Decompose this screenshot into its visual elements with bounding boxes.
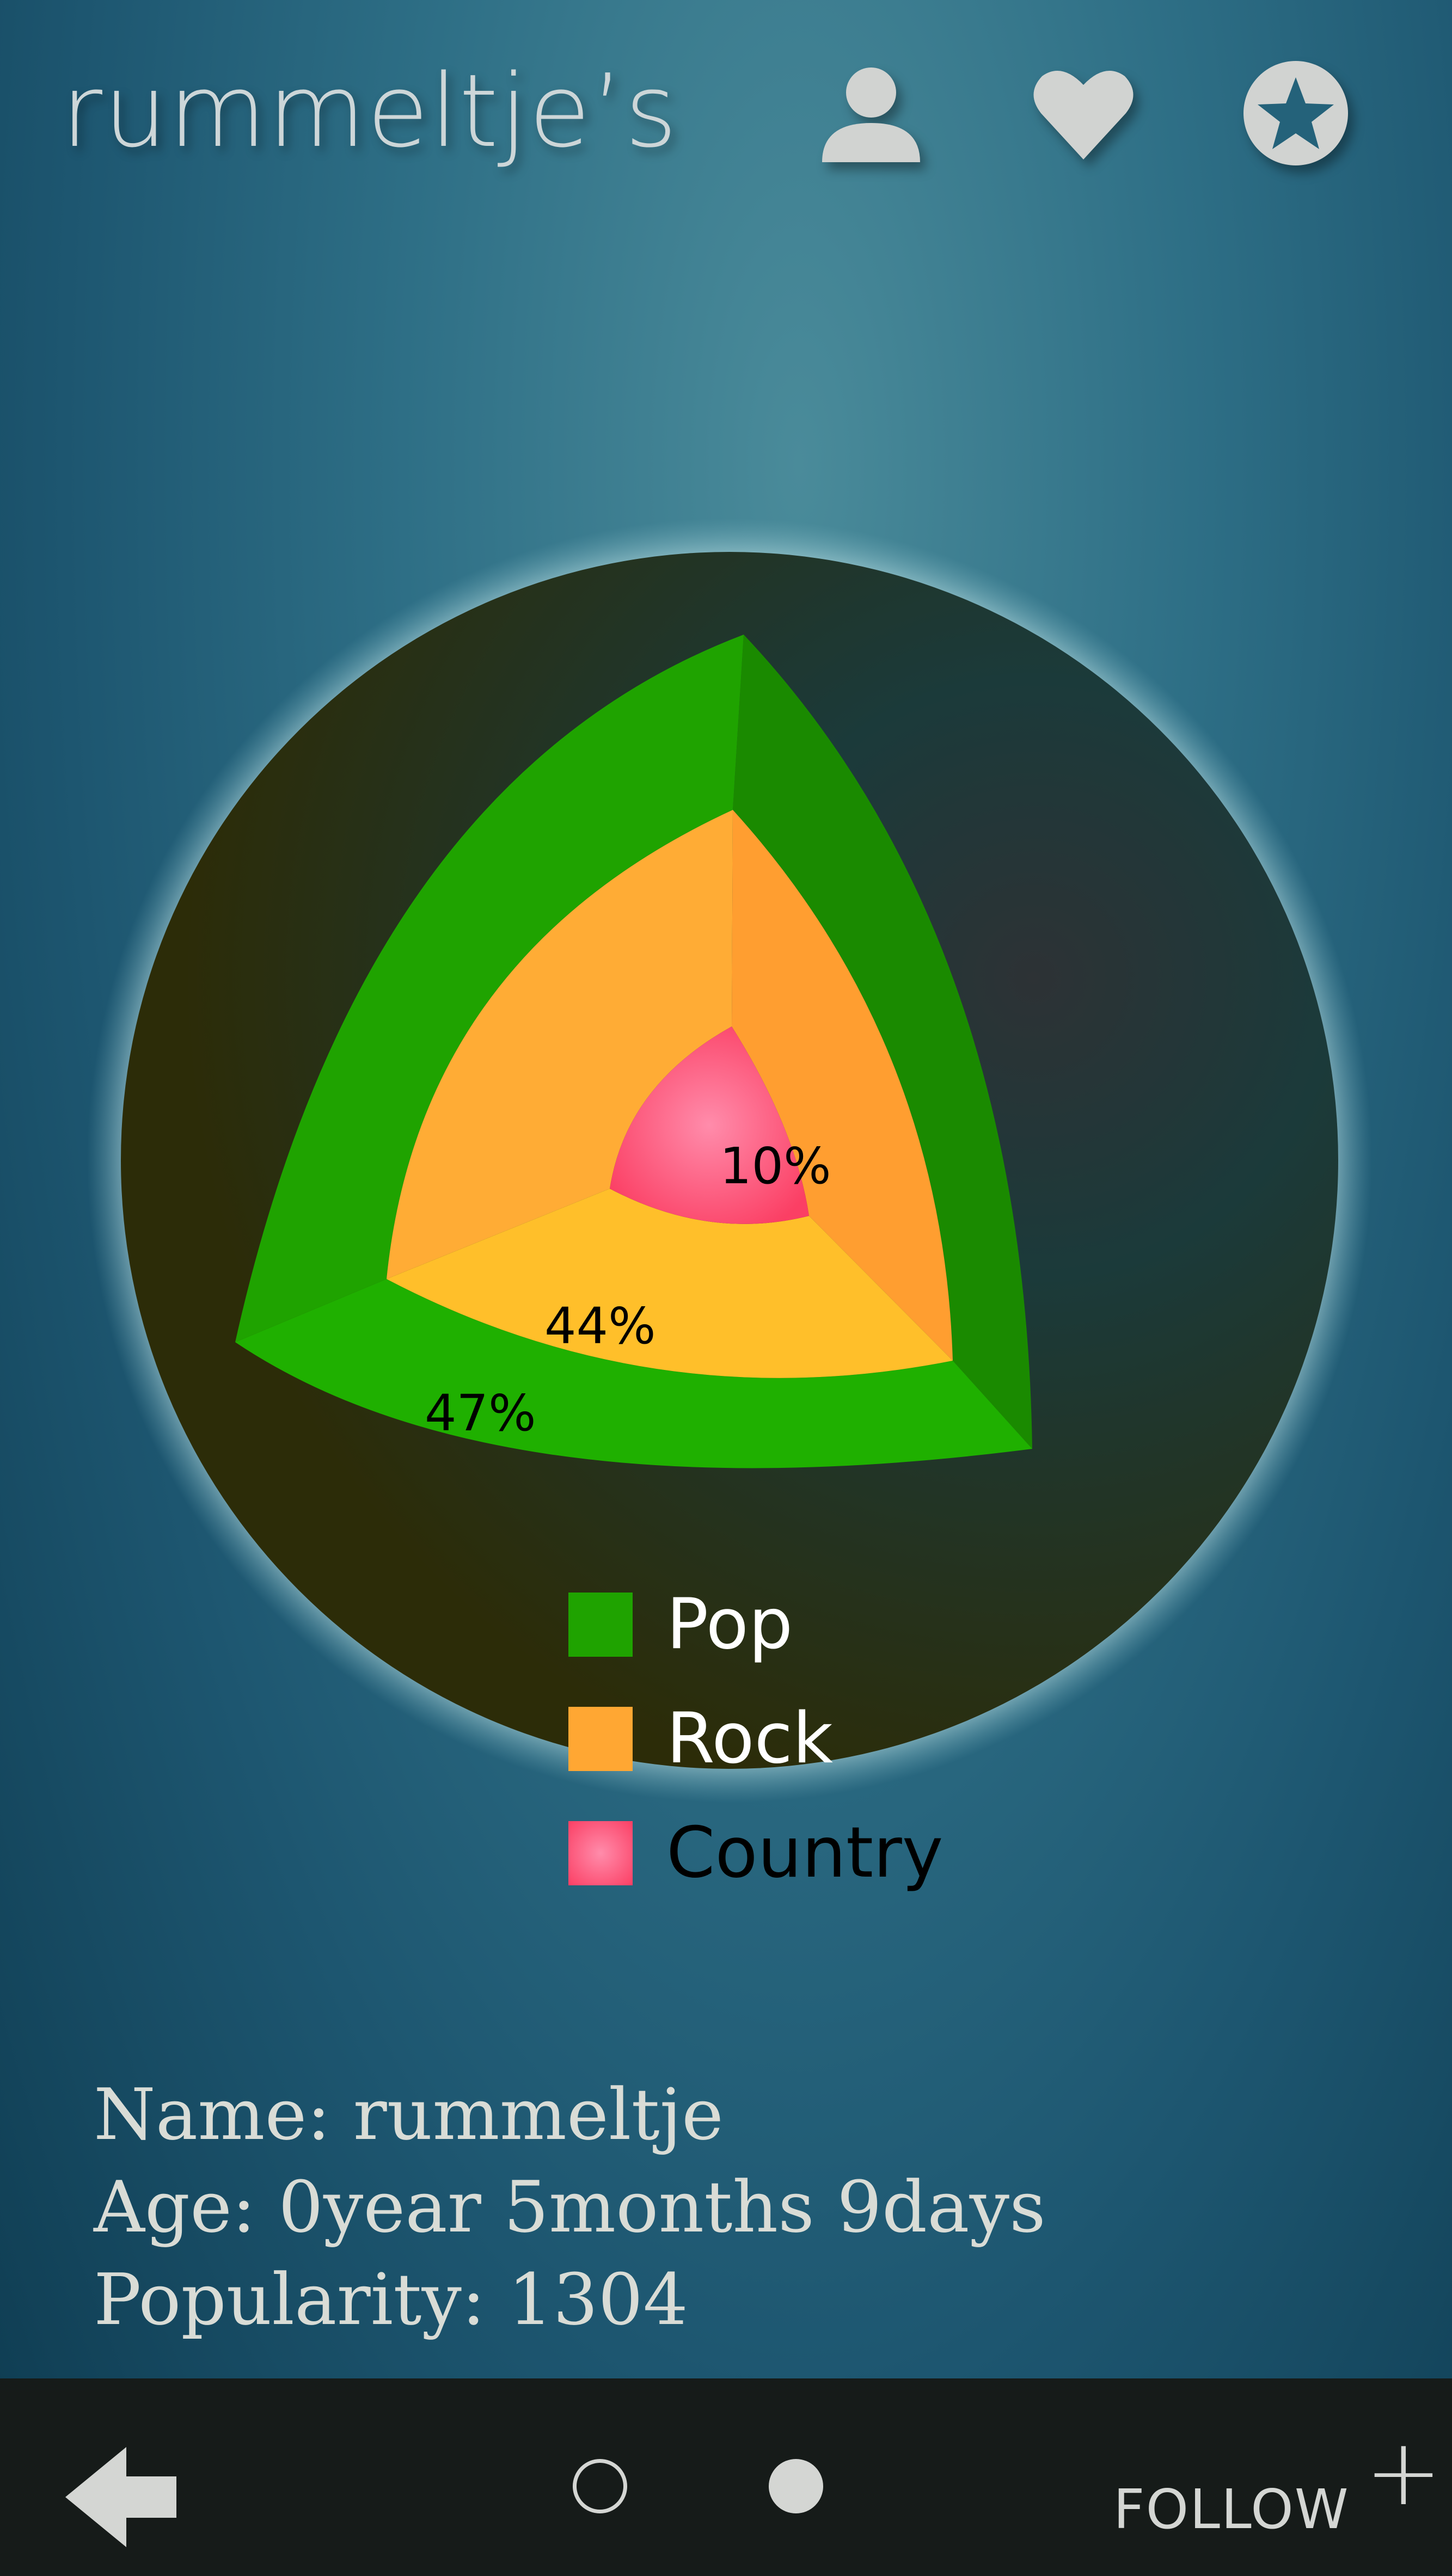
profile-info: Name: rummeltje Age: 0year 5months 9days… — [94, 2068, 1046, 2346]
bottom-bar: FOLLOW + — [0, 2378, 1452, 2576]
profile-popularity: Popularity: 1304 — [94, 2258, 688, 2341]
legend-label-pop: Pop — [666, 1584, 793, 1665]
legend-label-rock: Rock — [666, 1698, 833, 1779]
legend-item-rock: Rock — [568, 1682, 944, 1796]
genre-chart: 10% 44% 47% — [87, 518, 1372, 1803]
legend-item-country: Country — [568, 1796, 944, 1910]
plus-icon: + — [1364, 2419, 1443, 2526]
rock-value-label: 44% — [544, 1297, 655, 1355]
rock-slice — [387, 810, 953, 1378]
star-icon[interactable] — [1241, 59, 1350, 168]
pop-slice — [235, 635, 1032, 1468]
legend-item-pop: Pop — [568, 1567, 944, 1682]
country-value-label: 10% — [720, 1137, 831, 1195]
arrow-left-icon — [65, 2447, 176, 2547]
rock-swatch — [568, 1707, 633, 1771]
country-swatch — [568, 1821, 633, 1885]
follow-label: FOLLOW — [1113, 2477, 1350, 2541]
profile-age: Age: 0year 5months 9days — [94, 2166, 1046, 2248]
follow-button[interactable]: FOLLOW + — [1113, 2426, 1442, 2541]
legend-label-country: Country — [666, 1812, 944, 1893]
pop-swatch — [568, 1593, 633, 1657]
chart-legend: Pop Rock Country — [568, 1567, 944, 1910]
country-slice — [610, 1026, 809, 1224]
pop-value-label: 47% — [425, 1384, 536, 1442]
back-button[interactable] — [61, 2443, 181, 2552]
page-indicator-1[interactable] — [573, 2459, 627, 2513]
heart-icon[interactable] — [1029, 59, 1138, 168]
user-icon[interactable] — [817, 59, 926, 168]
profile-name: Name: rummeltje — [94, 2073, 724, 2156]
app-title: rummeltje’s — [61, 52, 678, 170]
page-indicator-2[interactable] — [769, 2459, 823, 2513]
